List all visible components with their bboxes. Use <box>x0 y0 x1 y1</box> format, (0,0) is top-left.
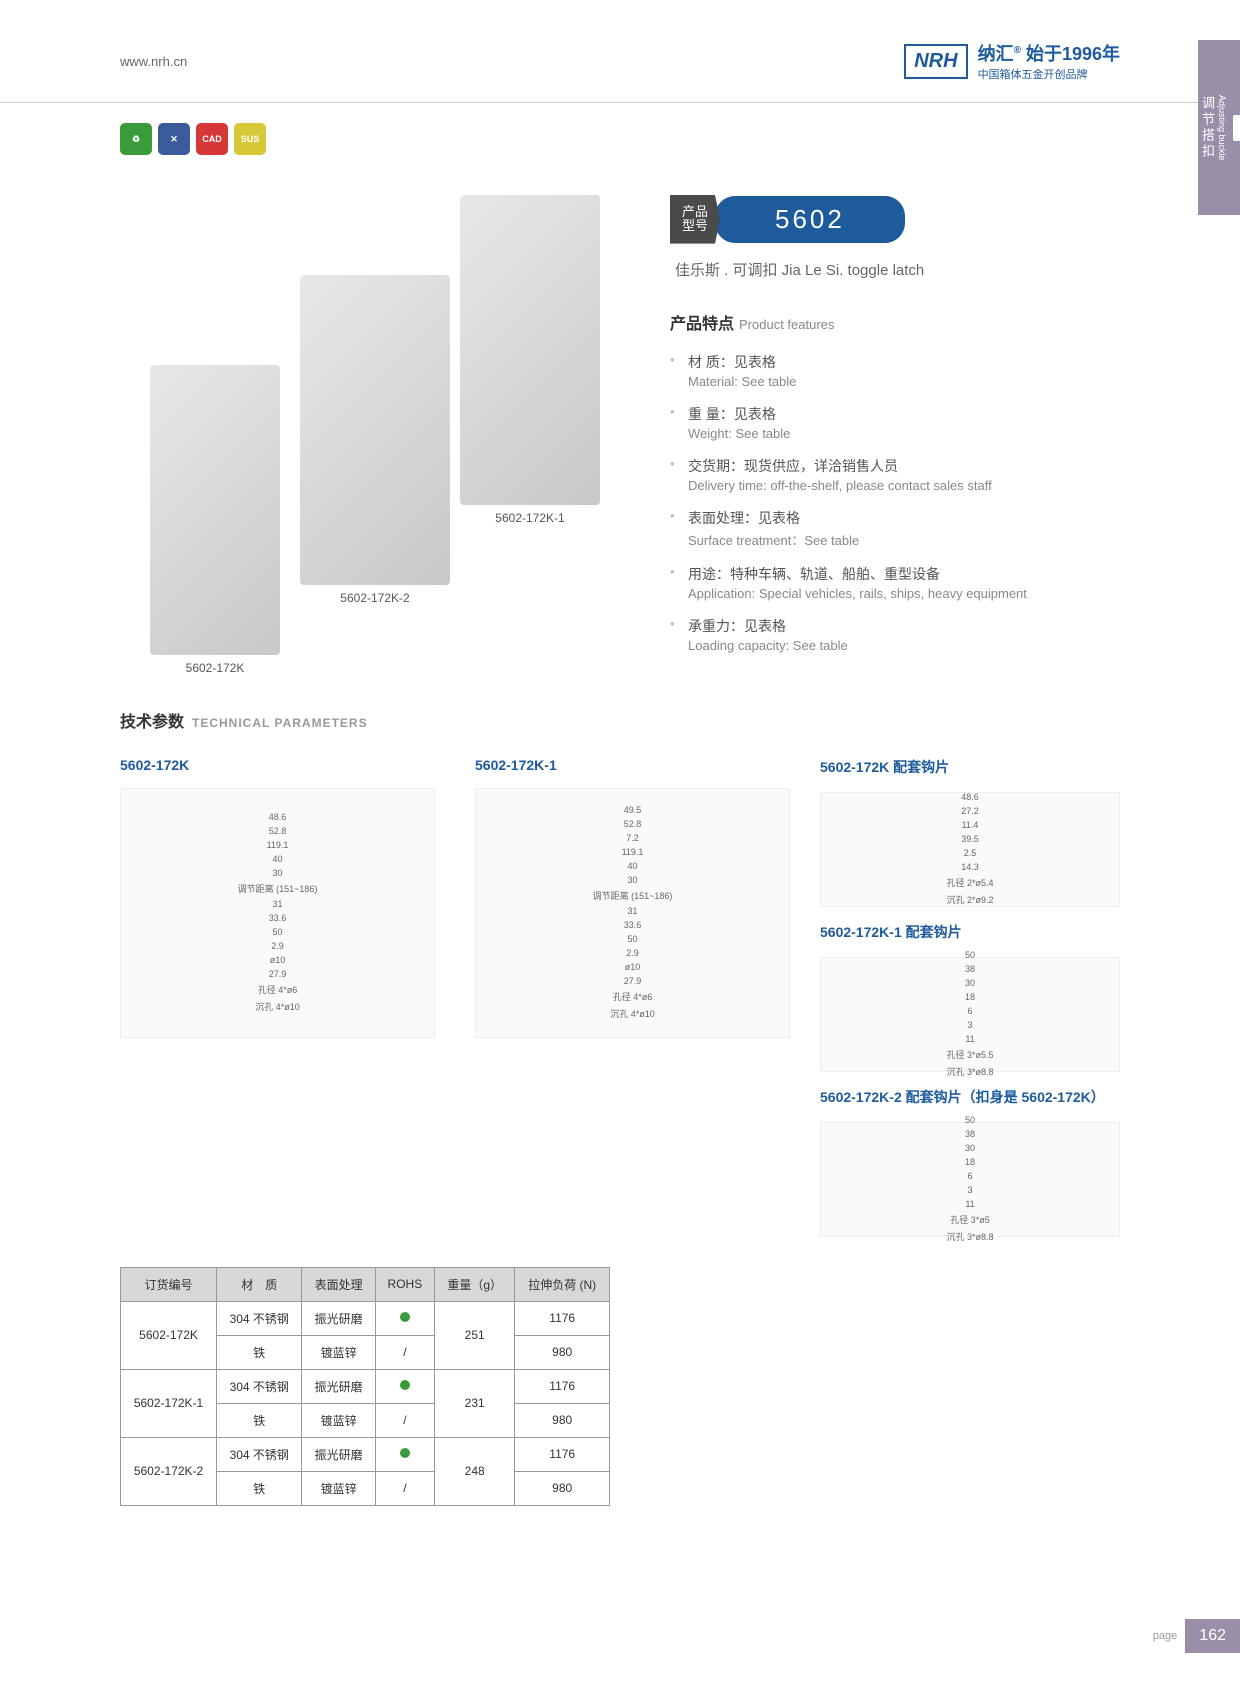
table-row: 5602-172K-1304 不锈钢振光研磨2311176 <box>121 1369 610 1403</box>
drawings-row: 5602-172K48.652.8119.14030调节距离 (151~186)… <box>120 757 1120 1237</box>
technical-drawing-small: 5602-172K 配套钩片48.627.211.439.52.514.3孔径 … <box>820 757 1120 907</box>
table-row: 5602-172K304 不锈钢振光研磨2511176 <box>121 1301 610 1335</box>
product-image: 5602-172K-2 <box>300 275 450 585</box>
product-code: 产品 型号 5602 <box>670 195 1140 244</box>
page-header: www.nrh.cn NRH 纳汇® 始于1996年 中国箱体五金开创品牌 <box>0 0 1240 103</box>
cert-icon: ✕ <box>158 123 190 155</box>
website-url: www.nrh.cn <box>120 54 187 69</box>
logo-mark: NRH <box>904 44 967 79</box>
feature-item: 表面处理：见表格Surface treatment：See table <box>670 508 1140 549</box>
table-header: 重量（g） <box>434 1267 514 1301</box>
technical-drawing-small: 5602-172K-1 配套钩片503830186311孔径 3*ø5.5沉孔 … <box>820 922 1120 1072</box>
category-tab: Adjusting buckle 调节搭扣 <box>1198 40 1240 215</box>
table-header: 材 质 <box>217 1267 302 1301</box>
logo-text: 纳汇® 始于1996年 中国箱体五金开创品牌 <box>978 40 1120 82</box>
latch-icon <box>1227 113 1240 143</box>
feature-item: 用途：特种车辆、轨道、船舶、重型设备Application: Special v… <box>670 564 1140 601</box>
page-footer: page 162 <box>1153 1619 1240 1653</box>
logo-area: NRH 纳汇® 始于1996年 中国箱体五金开创品牌 <box>904 40 1120 82</box>
main-content: 5602-172K-15602-172K-25602-172K 产品 型号 56… <box>0 165 1240 668</box>
feature-item: 重 量：见表格Weight: See table <box>670 404 1140 441</box>
cert-icon: CAD <box>196 123 228 155</box>
features-heading: 产品特点Product features <box>670 310 1140 334</box>
cert-icon: ♻ <box>120 123 152 155</box>
table-header: 表面处理 <box>302 1267 375 1301</box>
features-list: 材 质：见表格Material: See table 重 量：见表格Weight:… <box>670 352 1140 653</box>
page-label: page <box>1153 1630 1177 1642</box>
code-label: 产品 型号 <box>670 195 720 244</box>
tech-params-section: 技术参数TECHNICAL PARAMETERS 5602-172K48.652… <box>0 668 1240 1526</box>
product-gallery: 5602-172K-15602-172K-25602-172K <box>100 165 630 645</box>
spec-table: 订货编号材 质表面处理ROHS重量（g）拉伸负荷 (N) 5602-172K30… <box>120 1267 610 1506</box>
page-number: 162 <box>1185 1619 1240 1653</box>
brand-tagline: 中国箱体五金开创品牌 <box>978 66 1120 82</box>
technical-drawing-small: 5602-172K-2 配套钩片（扣身是 5602-172K）503830186… <box>820 1087 1120 1237</box>
technical-drawing: 5602-172K48.652.8119.14030调节距离 (151~186)… <box>120 757 435 1237</box>
feature-item: 承重力：见表格Loading capacity: See table <box>670 616 1140 653</box>
table-row: 5602-172K-2304 不锈钢振光研磨2481176 <box>121 1437 610 1471</box>
cert-icons-row: ♻✕CADSUS <box>0 103 1240 165</box>
brand-name: 纳汇® 始于1996年 <box>978 40 1120 66</box>
tech-heading: 技术参数TECHNICAL PARAMETERS <box>120 708 1120 732</box>
feature-item: 交货期：现货供应，详洽销售人员Delivery time: off-the-sh… <box>670 456 1140 493</box>
table-header: 拉伸负荷 (N) <box>515 1267 610 1301</box>
table-header: 订货编号 <box>121 1267 217 1301</box>
product-info: 产品 型号 5602 佳乐斯 . 可调扣 Jia Le Si. toggle l… <box>670 165 1140 668</box>
technical-drawing: 5602-172K-149.552.87.2119.14030调节距离 (151… <box>475 757 790 1237</box>
product-image: 5602-172K <box>150 365 280 655</box>
side-drawings: 5602-172K 配套钩片48.627.211.439.52.514.3孔径 … <box>820 757 1120 1237</box>
cert-icon: SUS <box>234 123 266 155</box>
table-header: ROHS <box>375 1267 434 1301</box>
product-name: 佳乐斯 . 可调扣 Jia Le Si. toggle latch <box>670 259 1140 280</box>
feature-item: 材 质：见表格Material: See table <box>670 352 1140 389</box>
product-image: 5602-172K-1 <box>460 195 600 505</box>
code-value: 5602 <box>715 196 905 243</box>
